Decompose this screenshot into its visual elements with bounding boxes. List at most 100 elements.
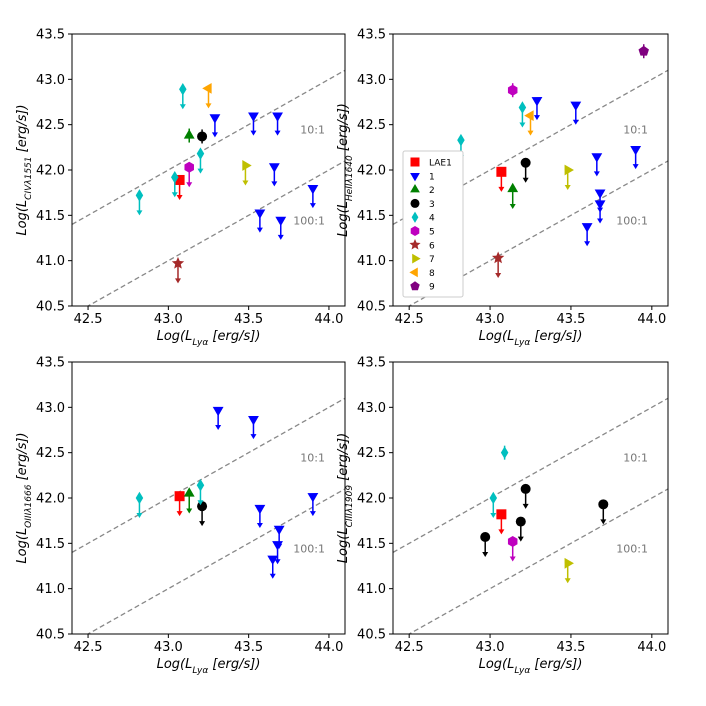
ratio-label-10-1: 10:1 [623,452,648,465]
upper-limit-arrowhead [186,182,193,188]
data-point-series-1 [581,223,593,247]
x-tick-label: 43.5 [556,312,585,327]
data-point-series-1 [248,415,259,440]
data-point-series-3 [197,129,208,144]
data-point-series-1 [307,185,319,209]
legend-item: 6 [409,238,435,251]
data-point-series-4 [135,491,144,518]
x-axis-label: Log(LLyα [erg/s]) [479,329,583,348]
data-point-series-1 [594,200,606,224]
y-tick-label: 43.5 [357,28,386,43]
ratio-label-100-1: 100:1 [293,214,325,227]
data-point-series-3 [598,499,609,525]
ratio-line-100-1 [86,160,345,306]
upper-limit-arrowhead [632,164,639,170]
data-point-series-1 [531,97,543,121]
legend-label: LAE1 [429,159,452,169]
y-tick-label: 42.0 [357,492,386,507]
data-point-series-3 [197,501,208,527]
y-tick-label: 41.5 [36,209,65,224]
data-point-series-4 [489,491,498,518]
y-axis-label: Log(LHeIIλ1640 [erg/s]) [336,103,355,237]
data-point-series-1 [268,163,280,187]
data-point-series-1 [248,112,259,136]
y-tick-label: 41.5 [357,537,386,552]
ratio-label-100-1: 100:1 [616,214,648,227]
y-tick-label: 43.5 [36,356,65,371]
upper-limit-arrowhead [136,513,143,518]
data-point-series-4 [500,445,509,460]
legend-label: 9 [429,283,435,293]
data-point-series-7 [242,160,252,186]
ratio-line-10-1 [72,69,345,225]
marker-triangle-down [254,209,266,219]
legend-label: 2 [429,186,435,196]
data-point-series-1 [212,406,224,431]
legend-marker-square [410,157,420,167]
legend-marker-hexagon [410,226,420,236]
marker-triangle-left [202,82,212,94]
y-tick-label: 42.0 [36,164,65,179]
upper-limit-arrowhead [509,204,516,210]
marker-diamond [457,133,465,147]
data-point-series-1 [267,555,279,579]
marker-triangle-up [183,487,195,497]
y-tick-label: 43.0 [357,73,386,88]
x-tick-label: 44.0 [637,312,666,327]
marker-triangle-down [581,223,593,233]
ratio-label-10-1: 10:1 [300,124,325,137]
legend-marker-triangle-down [410,172,420,182]
y-tick-label: 41.0 [357,582,386,597]
marker-diamond [171,171,179,184]
data-point-series-1 [254,504,266,528]
upper-limit-arrowhead [533,115,540,121]
x-tick-label: 44.0 [314,640,343,655]
x-tick-label: 43.5 [234,312,263,327]
data-point-series-4 [179,83,187,110]
marker-triangle-down [248,415,259,426]
marker-diamond [500,446,509,459]
upper-limit-arrowhead [584,241,591,247]
data-point-series-1 [570,101,582,125]
data-point-series-7 [564,164,574,190]
y-tick-label: 43.5 [36,28,65,43]
legend-item: 1 [410,172,435,182]
y-tick-label: 42.0 [357,164,386,179]
marker-diamond [179,83,187,96]
upper-limit-arrowhead [171,192,178,198]
marker-triangle-down [254,504,266,515]
data-point-series-LAE1 [174,174,185,200]
data-point-series-7 [564,557,574,584]
y-tick-label: 40.5 [357,300,386,315]
y-tick-label: 41.0 [357,254,386,269]
marker-diamond [135,189,144,202]
y-tick-label: 43.0 [357,401,386,416]
marker-triangle-down [531,97,543,107]
x-tick-label: 42.5 [395,640,424,655]
y-tick-label: 42.5 [36,118,65,133]
upper-limit-arrowhead [517,536,524,542]
marker-circle [480,531,491,542]
legend-item: 8 [409,267,435,279]
legend-item: 7 [412,253,435,265]
marker-star [171,256,185,269]
legend-marker-circle [410,198,420,208]
upper-limit-arrowhead [572,119,579,125]
marker-triangle-down [630,146,642,156]
marker-triangle-up [183,129,195,139]
panel-top-right: 10:1 100:1 42.5 43.0 43.5 44.0 40.5 41.0 41.5 42.… [336,28,669,348]
marker-square [496,509,507,520]
upper-limit-arrowhead [498,529,505,535]
panel-bottom-left: 10:1 100:1 42.5 43.0 43.5 44.0 40.5 41.0 41.5 42.… [15,356,346,676]
upper-limit-arrowhead [519,122,526,128]
marker-triangle-down [212,406,224,417]
x-tick-label: 43.0 [154,312,183,327]
marker-circle [515,516,526,527]
legend-item: 2 [410,183,435,196]
y-tick-label: 42.5 [357,446,386,461]
legend-label: 5 [429,228,435,238]
upper-limit-arrowhead [250,130,257,136]
y-tick-label: 40.5 [36,300,65,315]
y-tick-label: 41.0 [36,254,65,269]
